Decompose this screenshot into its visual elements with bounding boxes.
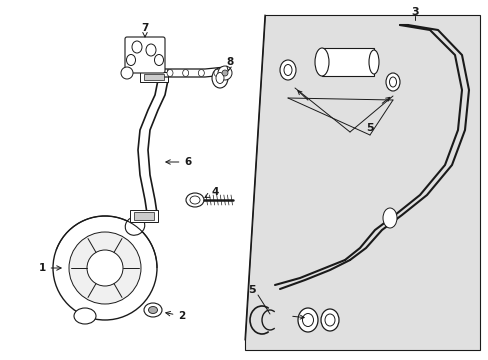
Circle shape — [218, 66, 231, 80]
Ellipse shape — [143, 303, 162, 317]
Ellipse shape — [297, 308, 317, 332]
Ellipse shape — [74, 308, 96, 324]
Ellipse shape — [320, 309, 338, 331]
Ellipse shape — [284, 64, 291, 76]
Text: 4: 4 — [204, 187, 218, 198]
Ellipse shape — [185, 193, 203, 207]
Ellipse shape — [126, 54, 135, 66]
Text: 7: 7 — [141, 23, 148, 37]
Ellipse shape — [325, 314, 334, 326]
Ellipse shape — [154, 54, 163, 66]
Ellipse shape — [148, 306, 157, 314]
Bar — [143, 74, 163, 80]
Text: 5: 5 — [366, 123, 373, 133]
Text: 2: 2 — [165, 311, 185, 321]
Text: 6: 6 — [165, 157, 191, 167]
Text: 1: 1 — [38, 263, 61, 273]
Ellipse shape — [280, 60, 295, 80]
Ellipse shape — [190, 196, 200, 204]
Circle shape — [69, 232, 141, 304]
Ellipse shape — [302, 314, 313, 327]
Ellipse shape — [212, 68, 227, 88]
Circle shape — [222, 70, 227, 76]
Ellipse shape — [216, 72, 224, 84]
Ellipse shape — [382, 208, 396, 228]
Ellipse shape — [389, 77, 396, 87]
Circle shape — [87, 250, 123, 286]
Ellipse shape — [385, 73, 399, 91]
Ellipse shape — [167, 69, 173, 77]
Text: 8: 8 — [226, 57, 233, 71]
Circle shape — [53, 216, 157, 320]
Bar — [140, 72, 168, 82]
Text: 5: 5 — [248, 285, 255, 295]
Ellipse shape — [125, 217, 144, 235]
Ellipse shape — [214, 69, 220, 77]
Polygon shape — [244, 15, 479, 350]
FancyBboxPatch shape — [125, 37, 164, 73]
Ellipse shape — [146, 44, 156, 56]
Bar — [321, 48, 373, 76]
Bar — [134, 212, 154, 220]
Ellipse shape — [132, 41, 142, 53]
Ellipse shape — [314, 48, 328, 76]
Circle shape — [121, 67, 133, 79]
Ellipse shape — [368, 50, 378, 74]
Ellipse shape — [183, 69, 188, 77]
Text: 3: 3 — [410, 7, 418, 17]
Ellipse shape — [198, 69, 204, 77]
Bar — [130, 210, 158, 222]
